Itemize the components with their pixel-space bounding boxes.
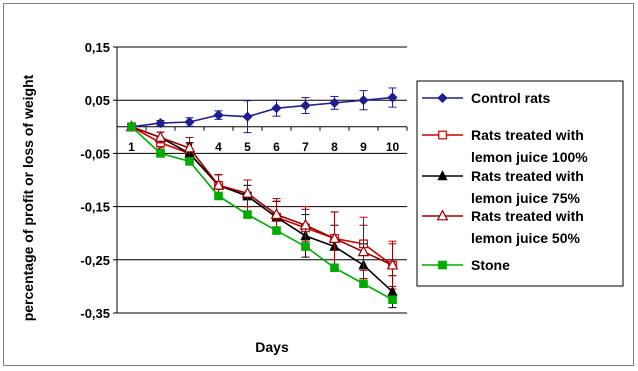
- legend-item-5: Stone: [422, 257, 510, 273]
- data-point: [155, 117, 166, 129]
- x-tick-label: 6: [273, 140, 280, 154]
- data-point: [437, 92, 448, 104]
- data-point: [438, 130, 447, 140]
- y-tick-labels: 0,15 0,05 -0,05 -0,15 -0,25 -0,35: [80, 40, 110, 321]
- data-point: [300, 100, 311, 111]
- data-point: [359, 279, 368, 289]
- y-tick-label: -0,35: [80, 306, 110, 321]
- data-point: [241, 186, 254, 198]
- data-point: [154, 130, 167, 142]
- y-tick-label: 0,15: [85, 40, 110, 55]
- series-line: [130, 126, 393, 301]
- data-point: [301, 242, 310, 251]
- data-point: [214, 191, 223, 201]
- data-point: [328, 231, 341, 243]
- data-point: [329, 97, 340, 108]
- series-1: [126, 87, 398, 134]
- legend-label: Rats treated with: [471, 168, 584, 184]
- x-tick-label: 10: [386, 140, 400, 154]
- data-point: [270, 207, 283, 219]
- axes: [113, 46, 408, 314]
- legend-label: Rats treated with: [471, 127, 584, 143]
- y-tick-label: -0,15: [80, 200, 110, 215]
- data-point: [212, 178, 225, 190]
- x-tick-label: 5: [244, 140, 251, 154]
- legend-label: Rats treated with: [471, 208, 584, 224]
- legend-item-3: Rats treated with lemon juice 75%: [422, 168, 584, 206]
- y-tick-label: -0,05: [80, 146, 110, 161]
- data-point: [127, 122, 136, 132]
- data-point: [156, 149, 165, 158]
- data-point: [213, 109, 224, 121]
- x-tick-label: 9: [360, 140, 367, 154]
- y-axis-label: percentage of profit or loss of weight: [20, 74, 36, 321]
- data-point: [358, 95, 369, 106]
- series-line: [131, 126, 393, 266]
- data-point: [185, 157, 194, 166]
- x-axis-label: Days: [255, 339, 289, 355]
- legend-item-4: Rats treated with lemon juice 50%: [422, 208, 584, 246]
- x-tick-label: 4: [215, 140, 222, 154]
- data-point: [242, 111, 253, 122]
- x-tick-label: 7: [302, 140, 309, 154]
- data-point: [437, 170, 448, 181]
- legend-label: lemon juice 75%: [471, 190, 580, 206]
- data-point: [299, 218, 312, 230]
- data-point: [272, 226, 281, 235]
- data-point: [436, 209, 449, 221]
- legend-item-2: Rats treated with lemon juice 100%: [422, 127, 588, 165]
- data-point: [387, 92, 398, 103]
- data-point: [330, 263, 339, 273]
- legend-item-1: Control rats: [422, 90, 551, 106]
- data-point: [183, 141, 196, 153]
- x-tick-label: 8: [331, 140, 338, 154]
- x-tick-label: 1: [128, 140, 135, 154]
- data-point: [388, 295, 397, 304]
- y-tick-label: -0,25: [80, 253, 110, 268]
- series-line: [131, 126, 394, 293]
- legend-label: lemon juice 100%: [471, 149, 588, 165]
- y-tick-label: 0,05: [85, 93, 110, 108]
- data-point: [271, 103, 282, 114]
- data-point: [438, 260, 447, 270]
- legend-label: Control rats: [471, 90, 551, 106]
- legend: Control rats Rats treated with lemon juice…: [416, 80, 624, 287]
- data-point: [243, 210, 252, 219]
- series-layer: [125, 87, 399, 309]
- data-point: [184, 116, 195, 128]
- series-5: [127, 122, 397, 304]
- data-point: [357, 245, 370, 257]
- series-line: [131, 96, 393, 128]
- series-line: [131, 126, 393, 266]
- legend-label: Stone: [471, 257, 510, 273]
- data-point: [386, 258, 399, 270]
- legend-label: lemon juice 50%: [471, 230, 580, 246]
